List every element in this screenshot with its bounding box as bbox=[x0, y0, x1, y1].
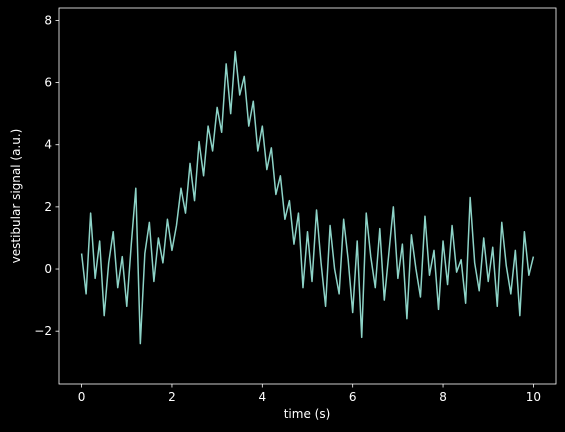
y-tick-label: 6 bbox=[44, 76, 52, 90]
x-tick-label: 2 bbox=[168, 390, 176, 404]
y-axis-label: vestibular signal (a.u.) bbox=[9, 129, 23, 264]
y-tick-label: 8 bbox=[44, 13, 52, 27]
x-tick-label: 10 bbox=[526, 390, 541, 404]
x-axis-label: time (s) bbox=[284, 407, 331, 421]
x-tick-label: 4 bbox=[258, 390, 266, 404]
data-line bbox=[80, 50, 535, 345]
y-tick-label: 4 bbox=[44, 138, 52, 152]
y-tick-label: 0 bbox=[44, 262, 52, 276]
y-tick-label: −2 bbox=[34, 324, 52, 338]
x-tick-label: 0 bbox=[78, 390, 86, 404]
plot-frame bbox=[58, 7, 557, 385]
y-tick-label: 2 bbox=[44, 200, 52, 214]
x-tick-label: 6 bbox=[349, 390, 357, 404]
x-tick-label: 8 bbox=[439, 390, 447, 404]
